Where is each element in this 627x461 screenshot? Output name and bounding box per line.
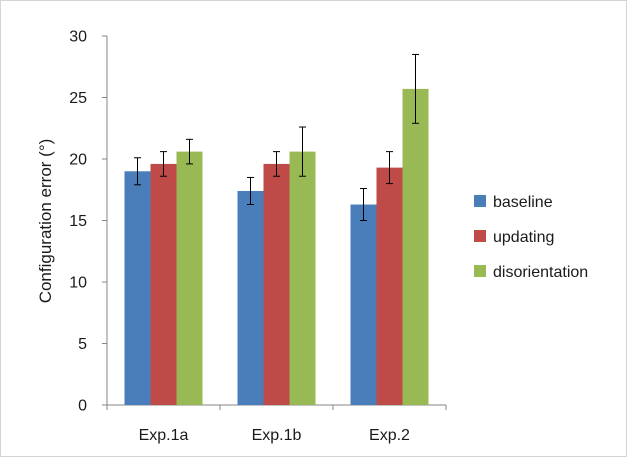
x-axis: Exp.1a Exp.1b Exp.2 <box>106 404 447 444</box>
x-tick-label: Exp.2 <box>369 427 410 444</box>
bar-baseline <box>350 204 377 405</box>
bar-disorientation <box>176 151 203 405</box>
legend-swatch-disorientation <box>474 265 486 277</box>
y-axis-title: Configuration error (°) <box>36 139 55 304</box>
bar-disorientation <box>402 88 429 405</box>
y-tick-label: 5 <box>78 336 87 353</box>
legend: baseline updating disorientation <box>474 194 588 281</box>
bar-baseline <box>237 190 264 405</box>
legend-label-updating: updating <box>493 229 554 246</box>
bar-updating <box>150 163 177 405</box>
error-bars <box>134 53 419 221</box>
y-tick-label: 30 <box>69 29 87 46</box>
bar-disorientation <box>289 151 316 405</box>
y-tick-label: 15 <box>69 213 87 230</box>
bar-updating <box>263 163 290 405</box>
x-tick-label: Exp.1a <box>139 427 189 444</box>
y-axis: 0 5 10 15 20 25 30 <box>69 29 108 415</box>
legend-swatch-baseline <box>474 195 486 207</box>
y-tick-label: 20 <box>69 152 87 169</box>
y-tick-label: 25 <box>69 90 87 107</box>
legend-swatch-updating <box>474 230 486 242</box>
legend-label-baseline: baseline <box>493 194 553 211</box>
y-tick-label: 10 <box>69 275 87 292</box>
bar-updating <box>376 167 403 405</box>
bars <box>124 88 429 405</box>
y-tick-label: 0 <box>78 398 87 415</box>
x-tick-label: Exp.1b <box>252 427 302 444</box>
bar-baseline <box>124 171 151 405</box>
legend-label-disorientation: disorientation <box>493 264 588 281</box>
